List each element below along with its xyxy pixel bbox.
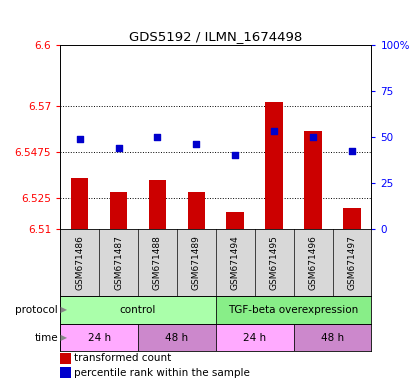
Point <box>271 128 278 134</box>
Text: GSM671487: GSM671487 <box>114 235 123 290</box>
Text: GSM671488: GSM671488 <box>153 235 162 290</box>
Bar <box>110 192 127 229</box>
Text: GSM671495: GSM671495 <box>270 235 278 290</box>
Text: GSM671486: GSM671486 <box>75 235 84 290</box>
Text: GSM671496: GSM671496 <box>309 235 317 290</box>
Point <box>310 134 316 140</box>
Bar <box>60 296 216 324</box>
Text: transformed count: transformed count <box>74 353 171 363</box>
Text: protocol: protocol <box>15 305 58 315</box>
Point <box>76 136 83 142</box>
Text: ▶: ▶ <box>58 305 67 314</box>
Bar <box>138 324 216 351</box>
Text: GSM671497: GSM671497 <box>347 235 356 290</box>
Bar <box>304 131 322 229</box>
Point <box>154 134 161 140</box>
Point <box>232 152 239 158</box>
Title: GDS5192 / ILMN_1674498: GDS5192 / ILMN_1674498 <box>129 30 303 43</box>
Bar <box>71 178 88 229</box>
Point <box>193 141 200 147</box>
Bar <box>60 324 138 351</box>
Text: 48 h: 48 h <box>321 333 344 343</box>
Point <box>115 145 122 151</box>
Text: control: control <box>120 305 156 315</box>
Bar <box>149 180 166 229</box>
Bar <box>343 209 361 229</box>
Text: TGF-beta overexpression: TGF-beta overexpression <box>229 305 359 315</box>
Text: time: time <box>34 333 58 343</box>
Text: ▶: ▶ <box>58 333 67 342</box>
Bar <box>227 212 244 229</box>
Text: GSM671489: GSM671489 <box>192 235 201 290</box>
Point <box>349 148 355 154</box>
Bar <box>216 324 294 351</box>
Text: 24 h: 24 h <box>243 333 266 343</box>
Bar <box>266 102 283 229</box>
Text: 24 h: 24 h <box>88 333 111 343</box>
Bar <box>216 296 371 324</box>
Text: 48 h: 48 h <box>165 333 188 343</box>
Text: GSM671494: GSM671494 <box>231 235 240 290</box>
Bar <box>294 324 371 351</box>
Text: percentile rank within the sample: percentile rank within the sample <box>74 368 250 378</box>
Bar <box>188 192 205 229</box>
